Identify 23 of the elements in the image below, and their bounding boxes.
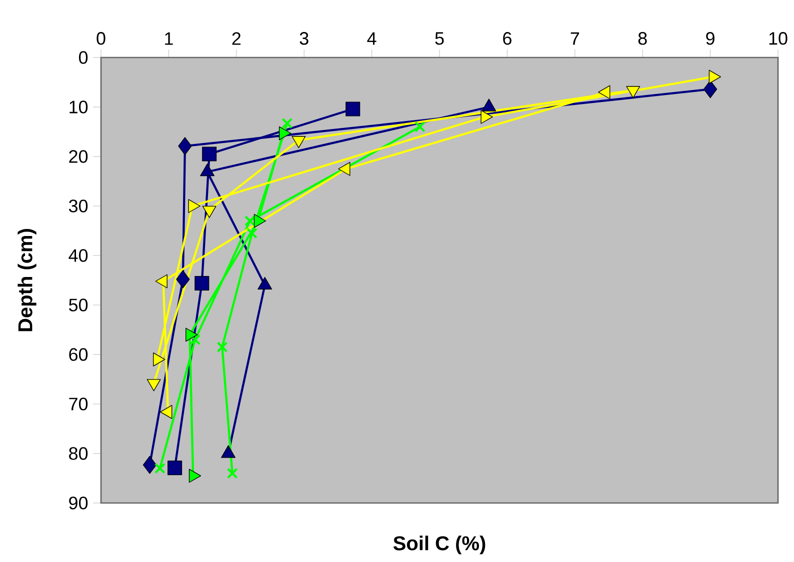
x-tick-label: 4: [367, 32, 376, 45]
y-tick-label: 60: [69, 348, 88, 361]
y-tick-label: 0: [78, 51, 88, 64]
y-tick-label: 40: [68, 249, 88, 262]
x-tick-label: 3: [300, 32, 308, 45]
x-tick-label: 7: [570, 32, 580, 45]
x-tick-label: 10: [769, 32, 788, 45]
y-tick-label: 30: [68, 200, 88, 212]
x-tick-label: 0: [96, 32, 106, 45]
x-tick-label: 5: [435, 32, 444, 45]
x-tick-label: 8: [638, 32, 647, 45]
y-axis-title: Depth (cm): [18, 229, 36, 332]
y-tick-label: 20: [69, 150, 88, 163]
x-tick-label: 2: [232, 32, 241, 45]
y-tick-label: 90: [69, 496, 88, 510]
x-axis-title: Soil C (%): [393, 536, 486, 554]
y-tick-label: 10: [70, 100, 88, 114]
y-tick-label: 50: [68, 298, 88, 312]
x-tick-label: 9: [706, 32, 714, 45]
x-tick-label: 6: [503, 32, 512, 45]
y-tick-label: 70: [69, 398, 88, 410]
y-tick-label: 80: [69, 447, 88, 460]
x-tick-label: 1: [165, 32, 173, 45]
